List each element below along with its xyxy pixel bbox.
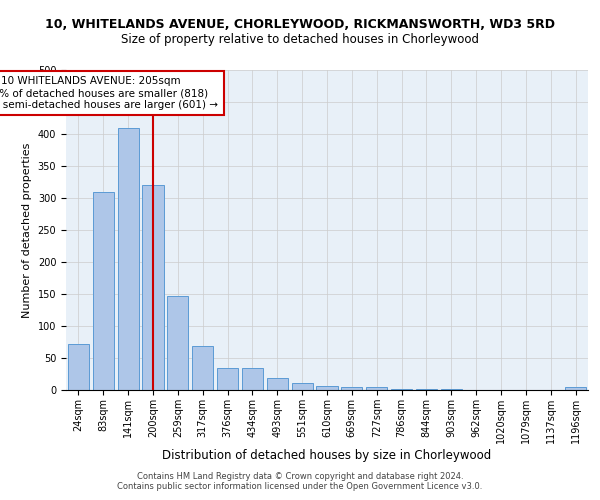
Bar (267, 378, 288, 390)
Bar (68, 344, 89, 390)
Bar (118, 128, 139, 390)
Y-axis label: Number of detached properties: Number of detached properties (22, 142, 32, 318)
Bar (192, 346, 213, 390)
Bar (416, 388, 437, 390)
Bar (242, 368, 263, 390)
Text: Contains HM Land Registry data © Crown copyright and database right 2024.: Contains HM Land Registry data © Crown c… (137, 472, 463, 481)
Bar (316, 386, 338, 390)
Bar (565, 388, 586, 390)
Bar (441, 388, 462, 390)
Text: Size of property relative to detached houses in Chorleywood: Size of property relative to detached ho… (121, 32, 479, 46)
Bar (142, 185, 164, 390)
Bar (391, 388, 412, 390)
Text: Contains public sector information licensed under the Open Government Licence v3: Contains public sector information licen… (118, 482, 482, 491)
Bar (167, 296, 188, 390)
Text: 10 WHITELANDS AVENUE: 205sqm
← 57% of detached houses are smaller (818)
42% of s: 10 WHITELANDS AVENUE: 205sqm ← 57% of de… (0, 76, 218, 110)
X-axis label: Distribution of detached houses by size in Chorleywood: Distribution of detached houses by size … (163, 448, 491, 462)
Bar (217, 368, 238, 390)
Bar (292, 383, 313, 390)
Bar (366, 387, 387, 390)
Bar (93, 192, 114, 390)
Bar (341, 387, 362, 390)
Text: 10, WHITELANDS AVENUE, CHORLEYWOOD, RICKMANSWORTH, WD3 5RD: 10, WHITELANDS AVENUE, CHORLEYWOOD, RICK… (45, 18, 555, 30)
